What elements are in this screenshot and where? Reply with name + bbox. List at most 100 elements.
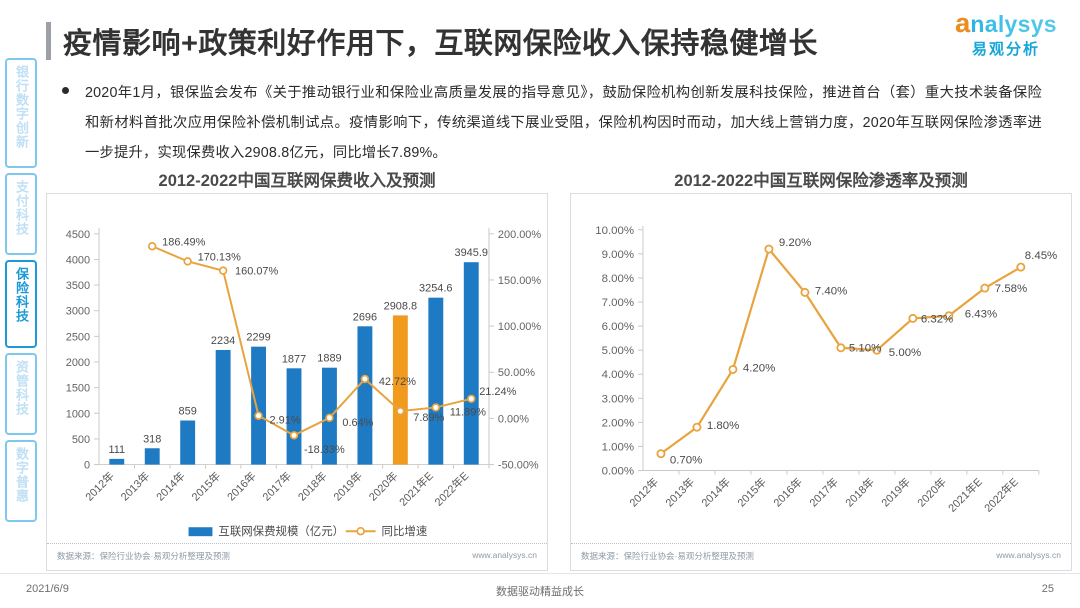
x-axis-category-label: 2021年E	[945, 475, 985, 515]
bar-2016年[interactable]	[251, 346, 267, 465]
line-value-label: 170.13%	[198, 251, 241, 263]
page-title-text: 疫情影响+政策利好作用下，互联网保险收入保持稳健增长	[63, 28, 818, 60]
title-accent-bar	[46, 22, 51, 60]
footer-date: 2021/6/9	[26, 583, 69, 595]
line-marker-2019年[interactable]	[360, 374, 370, 384]
chart-panel-penetration: 0.00% 1.00% 2.00% 3.00% 4.00% 5.00% 6.00% 7.00%…	[570, 193, 1072, 571]
line-value-label: 6.32%	[921, 313, 953, 325]
bar-value-label: 318	[143, 433, 161, 445]
y-axis-tick-label: 7.00%	[602, 297, 634, 309]
line-value-label: 21.24%	[479, 386, 516, 398]
bar-2014年[interactable]	[180, 420, 196, 465]
bar-value-label: 2908.8	[384, 300, 417, 312]
line-marker-2022年E[interactable]	[1016, 262, 1026, 272]
legend-swatch-bar	[188, 527, 213, 537]
line-marker-2015年[interactable]	[764, 244, 774, 254]
line-marker-2017年[interactable]	[836, 343, 846, 353]
bar-2015年[interactable]	[215, 349, 231, 465]
y-axis-tick-label: 5.00%	[602, 345, 634, 357]
line-value-label: 7.40%	[815, 285, 847, 297]
bar-2012年[interactable]	[109, 458, 125, 465]
y-axis-tick-label-right: 0.00%	[498, 413, 529, 425]
bar-2020年[interactable]	[392, 315, 408, 465]
x-axis-category-label: 2017年	[806, 475, 841, 510]
line-marker-2015年[interactable]	[218, 266, 228, 275]
bar-value-label: 111	[108, 444, 125, 456]
line-marker-2014年[interactable]	[728, 364, 738, 374]
chart-panel-premium: 0 500 1000 1500 2000 2500 3000 3500 4000 4500 -50.…	[46, 193, 548, 571]
legend-label-bar: 互联网保费规模（亿元）	[218, 524, 344, 538]
line-value-label: 2.91%	[270, 415, 301, 427]
sidebar-item-label: 支付科技	[14, 180, 29, 236]
line-value-label: 8.45%	[1025, 250, 1057, 262]
y-axis-tick-label: 8.00%	[602, 273, 634, 285]
y-axis-tick-label-right: 100.00%	[498, 321, 541, 333]
sidebar-item-insurance[interactable]: 保险科技	[5, 260, 37, 348]
bar-value-label: 1889	[317, 353, 341, 365]
sidebar-item-inclusive[interactable]: 数字普惠	[5, 440, 37, 522]
growth-line	[151, 245, 472, 437]
logo-a-glyph: a	[955, 8, 971, 38]
bar-2013年[interactable]	[144, 448, 160, 465]
source-url-left: www.analysys.cn	[472, 550, 537, 560]
y-axis-tick-label-left: 3500	[66, 280, 90, 292]
logo-wordmark: analysys	[946, 10, 1066, 37]
line-marker-2022年E[interactable]	[467, 394, 476, 404]
line-marker-2014年[interactable]	[183, 257, 192, 266]
y-axis-tick-label-left: 2000	[66, 357, 90, 369]
x-axis-category-label: 2016年	[770, 475, 805, 510]
bar-2017年[interactable]	[286, 368, 302, 465]
bar-2019年[interactable]	[357, 326, 373, 465]
line-marker-2012年[interactable]	[656, 449, 666, 459]
x-axis-category-label: 2013年	[118, 469, 153, 504]
sidebar-item-bank[interactable]: 银行数字创新	[5, 58, 37, 168]
bar-value-label: 2696	[353, 311, 377, 323]
page-footer: 2021/6/9 数据驱动精益成长 25	[0, 573, 1080, 608]
bar-value-label: 3254.6	[419, 283, 452, 295]
line-marker-2013年[interactable]	[692, 422, 702, 432]
page-title: 疫情影响+政策利好作用下，互联网保险收入保持稳健增长	[46, 16, 906, 66]
y-axis-tick-label-left: 4500	[66, 229, 90, 241]
sidebar-item-asset[interactable]: 资管科技	[5, 353, 37, 435]
sidebar-item-payment[interactable]: 支付科技	[5, 173, 37, 255]
line-marker-2020年[interactable]	[396, 406, 405, 416]
x-axis-category-label: 2020年	[914, 475, 949, 510]
bullet-paragraph-text: 2020年1月，银保监会发布《关于推动银行业和保险业高质量发展的指导意见》，鼓励…	[85, 85, 1042, 161]
line-value-label: 7.58%	[995, 283, 1027, 295]
line-value-label: 186.49%	[162, 236, 205, 248]
line-value-label: 0.70%	[670, 455, 702, 467]
analysys-logo: analysys 易观分析	[946, 10, 1066, 68]
x-axis-category-label: 2015年	[734, 475, 769, 510]
bar-2021年E[interactable]	[428, 297, 444, 465]
legend-label-line: 同比增速	[382, 524, 428, 538]
line-marker-2020年[interactable]	[944, 311, 954, 321]
bar-value-label: 2299	[246, 332, 270, 344]
line-value-label: 7.89%	[413, 412, 444, 424]
line-marker-2016年[interactable]	[254, 411, 263, 420]
line-marker-2017年[interactable]	[289, 431, 299, 440]
y-axis-tick-label-left: 1000	[66, 408, 90, 420]
logo-subtitle: 易观分析	[971, 41, 1040, 58]
x-axis-category-label: 2012年	[626, 475, 661, 510]
line-marker-2019年[interactable]	[908, 313, 918, 323]
line-marker-2016年[interactable]	[800, 287, 810, 297]
chart-title-premium: 2012-2022中国互联网保费收入及预测	[158, 172, 436, 190]
bar-value-label: 3945.9	[455, 247, 488, 259]
line-marker-2021年E[interactable]	[980, 283, 990, 293]
bar-2022年E[interactable]	[463, 262, 479, 465]
footer-page-number: 25	[1041, 583, 1054, 595]
x-axis-category-label: 2018年	[295, 469, 330, 504]
line-marker-2013年[interactable]	[147, 242, 157, 251]
line-value-label: 1.80%	[707, 420, 739, 432]
line-value-label: 9.20%	[779, 237, 811, 249]
x-axis-category-label: 2017年	[259, 469, 294, 504]
source-bar-right: 数据来源：保险行业协会·易观分析整理及预测 www.analysys.cn	[571, 543, 1071, 570]
x-axis-category-label: 2019年	[330, 469, 365, 504]
line-marker-2021年E[interactable]	[431, 403, 441, 412]
y-axis-tick-label: 10.00%	[595, 225, 634, 237]
line-marker-2018年[interactable]	[872, 345, 882, 355]
x-axis-category-label: 2014年	[153, 469, 188, 504]
source-url-right: www.analysys.cn	[996, 550, 1061, 560]
line-marker-2018年[interactable]	[325, 413, 334, 423]
y-axis-tick-label: 3.00%	[602, 393, 634, 405]
